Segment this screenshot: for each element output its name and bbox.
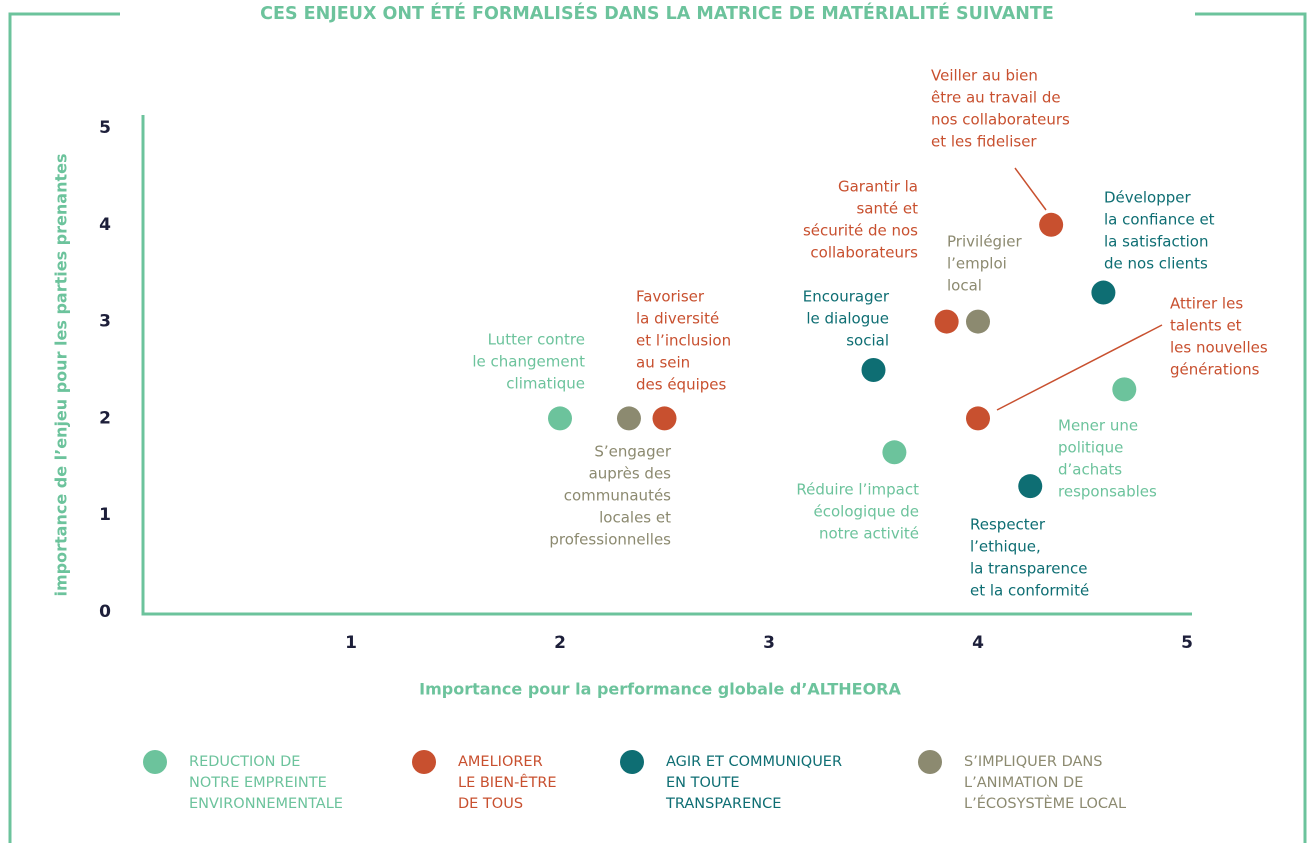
point-label: communautés — [564, 487, 671, 505]
point-label: et les fideliser — [931, 133, 1037, 151]
legend-marker — [143, 750, 167, 774]
legend-label: LE BIEN-ÊTRE — [458, 773, 557, 791]
y-tick-label: 0 — [99, 602, 111, 622]
point — [1039, 212, 1064, 237]
y-axis-title: importance de l’enjeu pour les parties p… — [52, 154, 71, 597]
point — [861, 358, 886, 382]
y-tick-label: 2 — [99, 408, 111, 428]
point-label: Mener une — [1058, 417, 1138, 435]
point-label: Développer — [1104, 189, 1192, 207]
point-label: Attirer les — [1170, 295, 1243, 313]
legend-marker — [620, 750, 644, 774]
point-label: S’engager — [594, 443, 671, 461]
point-label: la confiance et — [1104, 211, 1215, 229]
point-label: Garantir la — [838, 178, 918, 196]
y-tick-label: 1 — [99, 505, 111, 525]
point-label: les nouvelles — [1170, 339, 1268, 357]
point-label: talents et — [1170, 317, 1242, 335]
point-label: professionnelles — [549, 531, 671, 549]
point-label: collaborateurs — [810, 244, 918, 262]
y-tick-label: 5 — [99, 118, 111, 138]
point-label: écologique de — [814, 503, 919, 521]
legend-label: EN TOUTE — [666, 775, 740, 791]
y-tick-label: 3 — [99, 312, 111, 332]
point-label: local — [947, 277, 982, 295]
point-label: générations — [1170, 361, 1260, 379]
legend-label: L’ÉCOSYSTÈME LOCAL — [964, 795, 1126, 812]
point-label: Réduire l’impact — [796, 481, 919, 499]
point — [652, 406, 677, 431]
x-tick-label: 1 — [345, 633, 357, 653]
point-label: Encourager — [803, 288, 890, 306]
point-label: des équipes — [636, 376, 727, 394]
point-label: la transparence — [970, 560, 1087, 578]
legend-label: REDUCTION DE — [189, 754, 300, 770]
x-tick-label: 3 — [763, 633, 775, 653]
point-label: Respecter — [970, 516, 1046, 534]
point-label: et l’inclusion — [636, 332, 731, 350]
point — [1112, 377, 1137, 402]
point-label: le changement — [472, 353, 585, 371]
point-label: Lutter contre — [488, 331, 585, 349]
legend-label: AMELIORER — [458, 754, 543, 770]
point-label: auprès des — [589, 465, 672, 483]
y-tick-label: 4 — [99, 215, 111, 235]
chart-title: CES ENJEUX ONT ÉTÉ FORMALISÉS DANS LA MA… — [260, 2, 1054, 24]
frame — [8, 12, 1307, 843]
legend-label: DE TOUS — [458, 796, 523, 812]
point — [1018, 474, 1043, 499]
legend-label: NOTRE EMPREINTE — [189, 775, 327, 791]
point-label: climatique — [506, 375, 585, 393]
point-label: la satisfaction — [1104, 233, 1208, 251]
point-label: politique — [1058, 439, 1123, 457]
legend-label: TRANSPARENCE — [665, 796, 781, 812]
point-label: l’ethique, — [970, 538, 1041, 556]
x-tick-label: 2 — [554, 633, 566, 653]
point — [882, 440, 907, 465]
point-label: social — [846, 332, 889, 350]
point-label: d’achats — [1058, 461, 1122, 479]
point-label: être au travail de — [931, 89, 1061, 107]
x-tick-label: 5 — [1181, 633, 1193, 653]
legend-label: AGIR ET COMMUNIQUER — [666, 754, 842, 770]
point-label: Veiller au bien — [931, 67, 1038, 85]
point-label: l’emploi — [947, 255, 1007, 273]
point — [1091, 280, 1116, 305]
point — [934, 309, 959, 334]
point-label: et la conformité — [970, 582, 1089, 600]
x-axis-title: Importance pour la performance globale d… — [419, 680, 901, 699]
point — [548, 406, 572, 431]
x-tick-label: 4 — [972, 633, 984, 653]
legend-label: L’ANIMATION DE — [964, 775, 1083, 791]
legend-marker — [412, 750, 436, 774]
legend-label: ENVIRONNEMENTALE — [189, 796, 343, 812]
point-label: Favoriser — [636, 288, 705, 306]
point-label: de nos clients — [1104, 255, 1208, 273]
point-label: Privilégier — [947, 233, 1022, 251]
point-label: sécurité de nos — [803, 222, 918, 240]
point-label: la diversité — [636, 310, 719, 328]
point — [966, 406, 990, 431]
point-label: au sein — [636, 354, 690, 372]
legend-label: S’IMPLIQUER DANS — [964, 754, 1102, 770]
point-label: locales et — [599, 509, 671, 527]
point — [966, 309, 990, 334]
axes — [141, 115, 1192, 616]
point-label: santé et — [856, 200, 918, 218]
point — [616, 406, 641, 431]
point-label: nos collaborateurs — [931, 111, 1070, 129]
leader-line — [996, 324, 1163, 411]
legend-marker — [918, 750, 942, 774]
leader-line — [1014, 167, 1047, 211]
point-label: le dialogue — [806, 310, 889, 328]
point-label: notre activité — [819, 525, 919, 543]
point-label: responsables — [1058, 483, 1157, 501]
